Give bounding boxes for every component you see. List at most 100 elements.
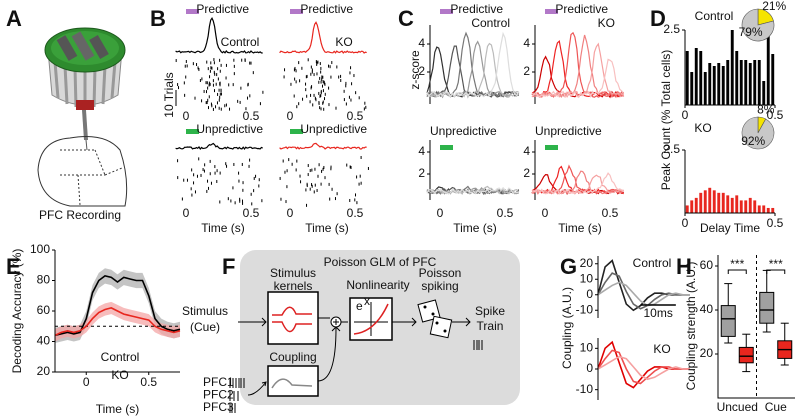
bar	[735, 51, 739, 105]
bar	[730, 30, 734, 105]
raster-tick	[210, 102, 212, 106]
glm-diagram	[229, 250, 520, 413]
raster-tick	[185, 60, 187, 64]
raster-tick	[177, 159, 179, 163]
raster-tick	[324, 92, 326, 96]
stimulus-label: Predictive	[300, 2, 353, 16]
y-tick-label: 80	[37, 273, 51, 287]
raster-tick	[298, 102, 300, 106]
bar	[748, 63, 752, 105]
y-axis-label: Peak Count (% Total cells)	[659, 50, 673, 191]
raster-tick	[225, 76, 227, 80]
raster-tick	[226, 164, 228, 168]
x-axis-label: Delay Time	[700, 221, 760, 235]
y-tick-label: 0	[586, 287, 593, 301]
input-label: (Cue)	[190, 320, 220, 334]
raster-tick	[241, 162, 243, 166]
raster-tick	[343, 89, 345, 93]
stimulus-bar	[186, 129, 199, 134]
bar	[748, 197, 752, 213]
raster-tick	[356, 201, 358, 205]
raster-tick	[322, 80, 324, 84]
pie-slice	[741, 116, 775, 150]
raster-tick	[219, 58, 221, 62]
y-axis-label: Decoding Accuracy (%)	[10, 249, 24, 374]
chart-title: KO	[694, 121, 711, 135]
raster-tick	[329, 197, 331, 201]
raster-tick	[309, 187, 311, 191]
raster-tick	[219, 200, 221, 204]
raster-tick	[216, 101, 218, 105]
raster-tick	[323, 81, 325, 85]
raster-tick	[360, 156, 362, 160]
raster-tick	[345, 84, 347, 88]
line	[597, 355, 690, 381]
significance-label: ***	[769, 257, 783, 271]
raster-tick	[215, 105, 217, 109]
raster-tick	[302, 97, 304, 101]
raster-tick	[219, 92, 221, 96]
raster-tick	[307, 58, 309, 62]
bar	[744, 60, 748, 105]
raster-tick	[330, 167, 332, 171]
raster-tick	[239, 197, 241, 201]
raster-tick	[209, 159, 211, 163]
zscore-trace	[426, 31, 520, 98]
raster-tick	[248, 164, 250, 168]
raster-tick	[216, 169, 218, 173]
trials-label: 10 Trials	[162, 72, 176, 117]
raster-tick	[191, 193, 193, 197]
raster-tick	[200, 173, 202, 177]
raster-tick	[219, 171, 221, 175]
raster-tick	[232, 186, 234, 190]
raster-tick	[310, 65, 312, 69]
raster-tick	[340, 74, 342, 78]
x-axis-label: Time (s)	[96, 402, 140, 416]
raster-tick	[348, 95, 350, 99]
raster-tick	[319, 76, 321, 80]
bar	[699, 192, 703, 213]
raster-tick	[310, 93, 312, 97]
raster-tick	[286, 185, 288, 189]
x-tick-label: 0.5	[767, 216, 784, 230]
y-tick-label: 2.5	[663, 142, 680, 156]
x-tick-label: 0	[682, 216, 689, 230]
raster-tick	[288, 158, 290, 162]
raster-tick	[294, 77, 296, 81]
y-tick-label: 2	[418, 64, 425, 78]
stimulus-bar	[545, 9, 558, 14]
raster-tick	[314, 183, 316, 187]
raster-tick	[183, 178, 185, 182]
raster-tick	[210, 61, 212, 65]
raster-tick	[211, 104, 213, 108]
raster-tick	[319, 106, 321, 110]
raster-tick	[350, 165, 352, 169]
raster-tick	[213, 61, 215, 65]
x-tick-label: 0.5	[347, 206, 364, 220]
bar	[685, 51, 689, 105]
stimulus-label: Predictive	[555, 2, 608, 16]
raster-tick	[196, 63, 198, 67]
raster-tick	[234, 201, 236, 205]
x-axis-label: Time (s)	[201, 221, 245, 235]
raster-tick	[323, 107, 325, 111]
raster-tick	[202, 168, 204, 172]
raster-tick	[247, 96, 249, 100]
stimulus-label: Predictive	[196, 2, 249, 16]
raster-tick	[280, 197, 282, 201]
bar	[735, 195, 739, 213]
pie-slice	[741, 8, 775, 42]
bar	[712, 66, 716, 105]
axes	[684, 150, 775, 214]
raster-tick	[247, 82, 249, 86]
group-label: KO	[335, 35, 352, 49]
raster-tick	[191, 168, 193, 172]
raster-tick	[331, 61, 333, 65]
raster-tick	[321, 169, 323, 173]
raster-tick	[301, 66, 303, 70]
input-label: Stimulus	[182, 304, 228, 318]
raster-tick	[175, 59, 177, 63]
raster-tick	[237, 99, 239, 103]
y-tick-label: 4	[523, 144, 530, 158]
diagram-title: Poisson GLM of PFC	[324, 255, 437, 269]
